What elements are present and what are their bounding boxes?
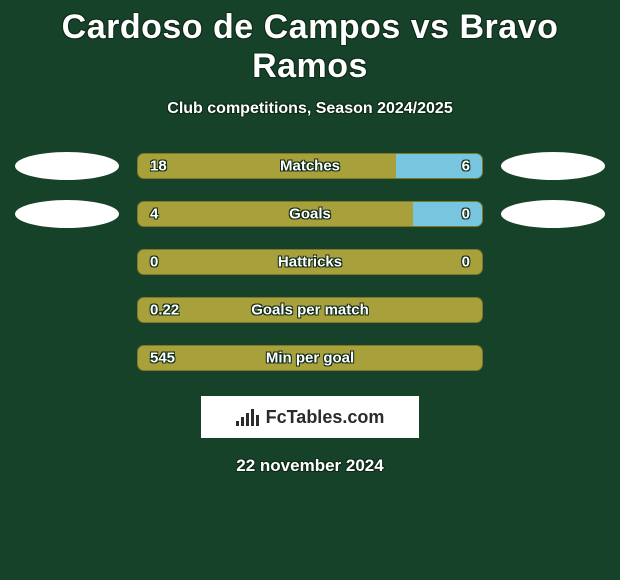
stat-row: 0 0 Hattricks: [0, 248, 620, 276]
stats-rows: 18 6 Matches 4 0 Goals 0 0 Hattricks 0.22 Goals pe…: [0, 152, 620, 372]
stat-label: Matches: [280, 158, 340, 175]
stat-bar: 0.22 Goals per match: [137, 297, 483, 323]
logo-text: FcTables.com: [266, 407, 385, 428]
stat-label: Goals: [289, 206, 331, 223]
fctables-logo: FcTables.com: [201, 396, 419, 438]
comparison-infographic: Cardoso de Campos vs Bravo Ramos Club co…: [0, 0, 620, 580]
stat-label: Hattricks: [278, 254, 342, 271]
right-ellipse-icon: [501, 152, 605, 180]
page-title: Cardoso de Campos vs Bravo Ramos: [0, 8, 620, 86]
stat-bar-left: [138, 202, 413, 226]
bar-chart-icon: [236, 408, 260, 426]
left-ellipse-icon: [15, 200, 119, 228]
left-ellipse-icon: [15, 152, 119, 180]
stat-label: Goals per match: [251, 302, 369, 319]
stat-bar: 4 0 Goals: [137, 201, 483, 227]
stat-value-left: 545: [150, 350, 175, 367]
stat-value-right: 0: [462, 254, 470, 271]
stat-value-left: 0.22: [150, 302, 179, 319]
stat-row: 4 0 Goals: [0, 200, 620, 228]
stat-row: 0.22 Goals per match: [0, 296, 620, 324]
stat-bar: 18 6 Matches: [137, 153, 483, 179]
stat-row: 18 6 Matches: [0, 152, 620, 180]
right-ellipse-icon: [501, 200, 605, 228]
stat-value-left: 0: [150, 254, 158, 271]
stat-row: 545 Min per goal: [0, 344, 620, 372]
date-label: 22 november 2024: [0, 456, 620, 476]
stat-value-left: 18: [150, 158, 167, 175]
stat-bar: 545 Min per goal: [137, 345, 483, 371]
stat-bar: 0 0 Hattricks: [137, 249, 483, 275]
stat-value-left: 4: [150, 206, 158, 223]
stat-label: Min per goal: [266, 350, 354, 367]
stat-bar-right: [413, 202, 482, 226]
subtitle: Club competitions, Season 2024/2025: [0, 100, 620, 118]
stat-value-right: 6: [462, 158, 470, 175]
stat-value-right: 0: [462, 206, 470, 223]
stat-bar-left: [138, 154, 396, 178]
